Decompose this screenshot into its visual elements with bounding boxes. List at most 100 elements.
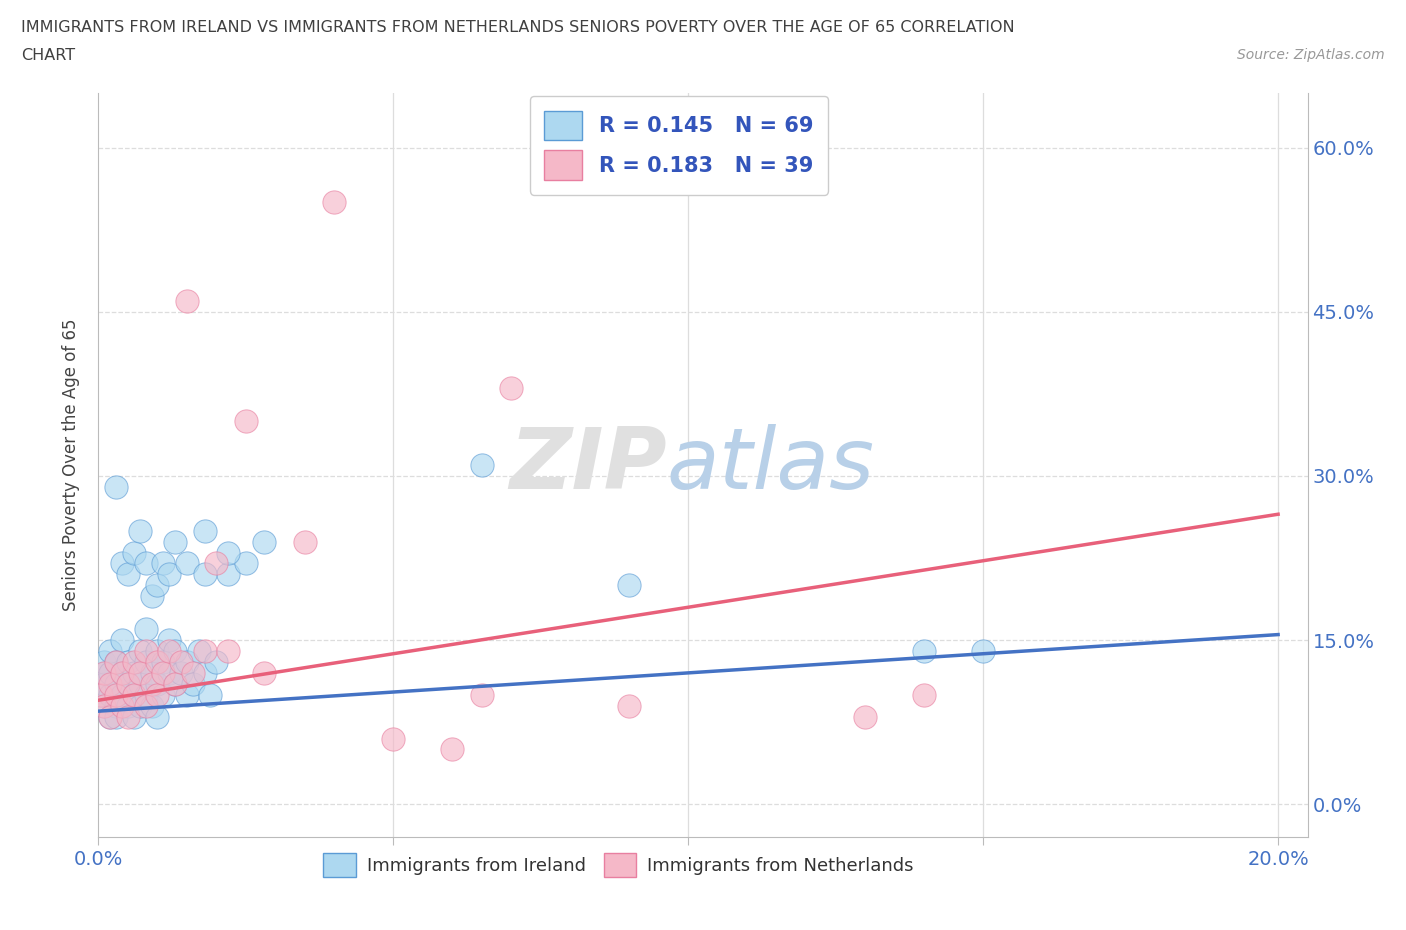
Point: [141, 676, 163, 691]
Point: [141, 666, 163, 681]
Point: [152, 655, 174, 670]
Point: [111, 632, 134, 647]
Point: [323, 195, 346, 210]
Point: [117, 698, 139, 713]
Point: [122, 687, 145, 702]
Point: [135, 621, 157, 636]
Point: [170, 666, 193, 681]
Point: [135, 655, 157, 670]
Point: [122, 710, 145, 724]
Point: [441, 742, 464, 757]
Point: [93, 698, 115, 713]
Point: [117, 676, 139, 691]
Point: [146, 644, 169, 658]
Point: [165, 676, 187, 691]
Point: [117, 567, 139, 582]
Point: [135, 644, 157, 658]
Point: [217, 545, 239, 560]
Point: [972, 644, 994, 658]
Point: [105, 480, 128, 495]
Point: [98, 710, 121, 724]
Point: [117, 710, 139, 724]
Point: [90, 687, 112, 702]
Point: [157, 632, 180, 647]
Point: [619, 698, 641, 713]
Point: [105, 710, 128, 724]
Point: [93, 698, 115, 713]
Point: [122, 687, 145, 702]
Point: [105, 655, 128, 670]
Point: [146, 655, 169, 670]
Point: [501, 381, 523, 396]
Point: [157, 666, 180, 681]
Point: [235, 414, 257, 429]
Point: [471, 687, 494, 702]
Point: [187, 644, 209, 658]
Point: [105, 687, 128, 702]
Point: [194, 524, 217, 538]
Point: [181, 676, 204, 691]
Point: [93, 655, 115, 670]
Point: [122, 655, 145, 670]
Text: atlas: atlas: [666, 423, 875, 507]
Point: [93, 676, 115, 691]
Point: [90, 687, 112, 702]
Point: [176, 655, 198, 670]
Point: [98, 710, 121, 724]
Point: [128, 644, 150, 658]
Point: [105, 698, 128, 713]
Point: [111, 666, 134, 681]
Point: [165, 534, 187, 549]
Point: [235, 556, 257, 571]
Point: [176, 556, 198, 571]
Point: [165, 676, 187, 691]
Point: [252, 534, 274, 549]
Point: [194, 644, 217, 658]
Point: [252, 666, 274, 681]
Point: [181, 666, 204, 681]
Text: Source: ZipAtlas.com: Source: ZipAtlas.com: [1237, 48, 1385, 62]
Point: [135, 698, 157, 713]
Point: [146, 687, 169, 702]
Point: [157, 567, 180, 582]
Point: [217, 567, 239, 582]
Point: [98, 644, 121, 658]
Point: [141, 589, 163, 604]
Point: [128, 666, 150, 681]
Point: [176, 294, 198, 309]
Point: [152, 666, 174, 681]
Point: [152, 556, 174, 571]
Point: [157, 644, 180, 658]
Point: [146, 676, 169, 691]
Point: [122, 545, 145, 560]
Point: [170, 655, 193, 670]
Point: [853, 710, 876, 724]
Legend: Immigrants from Ireland, Immigrants from Netherlands: Immigrants from Ireland, Immigrants from…: [316, 846, 921, 884]
Point: [471, 458, 494, 472]
Point: [165, 644, 187, 658]
Text: ZIP: ZIP: [509, 423, 666, 507]
Point: [294, 534, 316, 549]
Point: [194, 666, 217, 681]
Point: [111, 687, 134, 702]
Point: [128, 676, 150, 691]
Y-axis label: Seniors Poverty Over the Age of 65: Seniors Poverty Over the Age of 65: [62, 319, 80, 611]
Point: [217, 644, 239, 658]
Point: [98, 676, 121, 691]
Point: [105, 655, 128, 670]
Point: [111, 666, 134, 681]
Point: [141, 698, 163, 713]
Point: [122, 666, 145, 681]
Point: [146, 710, 169, 724]
Point: [205, 556, 228, 571]
Point: [117, 655, 139, 670]
Point: [117, 676, 139, 691]
Point: [146, 578, 169, 592]
Point: [105, 676, 128, 691]
Point: [912, 687, 935, 702]
Point: [98, 666, 121, 681]
Point: [135, 687, 157, 702]
Text: IMMIGRANTS FROM IRELAND VS IMMIGRANTS FROM NETHERLANDS SENIORS POVERTY OVER THE : IMMIGRANTS FROM IRELAND VS IMMIGRANTS FR…: [21, 20, 1015, 35]
Point: [200, 687, 222, 702]
Point: [382, 731, 405, 746]
